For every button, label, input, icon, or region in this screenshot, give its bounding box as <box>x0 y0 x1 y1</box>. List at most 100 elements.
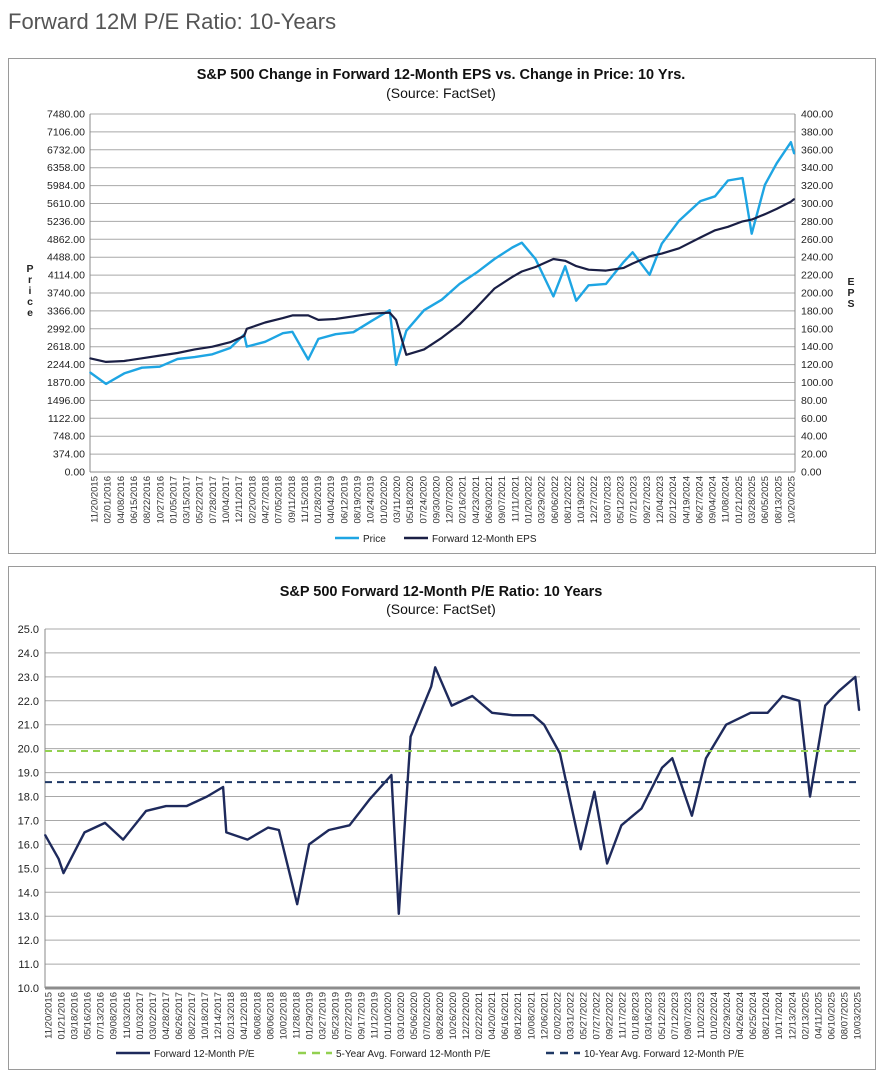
data-point <box>206 795 208 798</box>
y-tick-label: 1122.00 <box>48 413 85 425</box>
data-point <box>793 152 796 155</box>
y2-tick-label: 120.00 <box>801 359 833 371</box>
x-tick-label: 11/20/2015 <box>44 992 55 1039</box>
data-point <box>564 259 567 262</box>
y2-tick-label: 20.00 <box>801 449 827 461</box>
y2-tick-label: 180.00 <box>801 305 833 317</box>
x-tick-label: 06/10/2025 <box>826 992 837 1040</box>
x-tick-label: 12/07/2020 <box>445 476 456 524</box>
data-point <box>211 353 214 356</box>
legend-label: Forward 12-Month P/E <box>154 1049 255 1060</box>
data-point <box>858 709 860 712</box>
y-tick-label: 1870.00 <box>47 377 85 389</box>
x-tick-label: 09/04/2024 <box>708 476 719 524</box>
x-tick-label: 01/20/2022 <box>523 476 534 524</box>
data-point <box>264 321 266 324</box>
x-tick-label: 12/14/2017 <box>213 992 224 1040</box>
y-tick-label: 19.0 <box>18 768 39 780</box>
data-point <box>243 335 245 337</box>
data-point <box>648 274 651 276</box>
data-point <box>264 341 266 343</box>
data-point <box>291 330 294 333</box>
data-point <box>775 162 778 165</box>
x-tick-label: 10/19/2022 <box>576 476 587 524</box>
x-tick-label: 05/06/2020 <box>409 992 420 1040</box>
data-point <box>176 352 179 354</box>
data-point <box>246 838 249 841</box>
data-point <box>764 184 766 186</box>
y2-tick-label: 160.00 <box>801 323 833 335</box>
data-point <box>511 714 514 716</box>
x-tick-label: 01/21/2016 <box>57 992 68 1040</box>
data-point <box>520 270 523 273</box>
y-tick-label: 6358.00 <box>47 162 85 174</box>
x-tick-label: 06/27/2024 <box>694 476 705 524</box>
data-point <box>141 366 143 369</box>
x-tick-label: 06/05/2025 <box>760 476 771 524</box>
data-point <box>714 229 716 232</box>
y-tick-label: 24.0 <box>18 648 39 660</box>
x-tick-label: 11/03/2016 <box>122 992 133 1039</box>
data-point <box>552 295 555 298</box>
data-point <box>493 287 496 290</box>
y2-tick-label: 40.00 <box>801 431 827 443</box>
data-point <box>824 704 826 707</box>
y-tick-label: 4488.00 <box>47 252 85 264</box>
data-point <box>229 341 231 344</box>
x-tick-label: 01/02/2020 <box>379 476 390 524</box>
x-tick-label: 11/12/2019 <box>370 992 381 1039</box>
y-tick-label: 7106.00 <box>47 126 85 138</box>
x-tick-label: 02/13/2018 <box>226 992 237 1040</box>
data-point <box>605 283 607 285</box>
x-tick-label: 01/10/2020 <box>383 992 394 1040</box>
y-tick-label: 10.0 <box>18 983 39 995</box>
data-point <box>798 700 801 702</box>
x-tick-label: 04/08/2016 <box>116 476 127 524</box>
data-point <box>750 232 753 235</box>
x-tick-label: 06/26/2017 <box>174 992 185 1040</box>
data-point <box>790 200 792 203</box>
x-tick-label: 04/26/2024 <box>735 992 746 1040</box>
data-point <box>57 857 60 860</box>
data-point <box>475 271 478 274</box>
data-point <box>328 829 330 831</box>
y2-tick-label: 280.00 <box>801 216 833 228</box>
data-point <box>282 317 284 319</box>
x-tick-label: 11/08/2024 <box>721 476 732 523</box>
data-point <box>282 332 284 335</box>
data-point <box>317 319 320 321</box>
y-tick-label: 11.0 <box>18 959 39 971</box>
data-point <box>661 767 663 769</box>
data-point <box>671 757 674 760</box>
data-point <box>105 383 107 385</box>
y-tick-label: 4114.00 <box>48 270 85 282</box>
x-tick-label: 03/29/2022 <box>537 476 548 524</box>
y2-tick-label: 100.00 <box>801 377 833 389</box>
data-point <box>575 299 578 302</box>
data-point <box>458 323 461 326</box>
x-tick-label: 06/25/2024 <box>748 992 759 1040</box>
x-tick-label: 10/20/2025 <box>787 476 798 524</box>
data-point <box>766 711 769 714</box>
data-point <box>158 365 161 368</box>
x-tick-label: 08/12/2022 <box>563 476 574 524</box>
y-tick-label: 12.0 <box>18 935 39 947</box>
x-tick-label: 10/18/2017 <box>200 992 211 1040</box>
data-point <box>837 690 840 693</box>
x-tick-label: 10/03/2025 <box>853 992 864 1040</box>
data-point <box>631 251 634 254</box>
x-tick-label: 09/30/2020 <box>431 476 442 524</box>
data-point <box>334 333 337 335</box>
x-tick-label: 05/12/2023 <box>657 992 668 1040</box>
x-tick-label: 09/08/2016 <box>109 992 120 1040</box>
y-tick-label: 21.0 <box>18 720 39 732</box>
x-tick-label: 01/02/2024 <box>709 992 720 1040</box>
data-point <box>605 269 607 272</box>
data-point <box>334 318 337 320</box>
y2-tick-label: 380.00 <box>801 126 833 138</box>
data-point <box>307 314 310 317</box>
x-tick-label: 03/02/2017 <box>148 992 159 1040</box>
x-tick-label: 03/18/2016 <box>70 992 81 1040</box>
data-point <box>491 711 493 714</box>
